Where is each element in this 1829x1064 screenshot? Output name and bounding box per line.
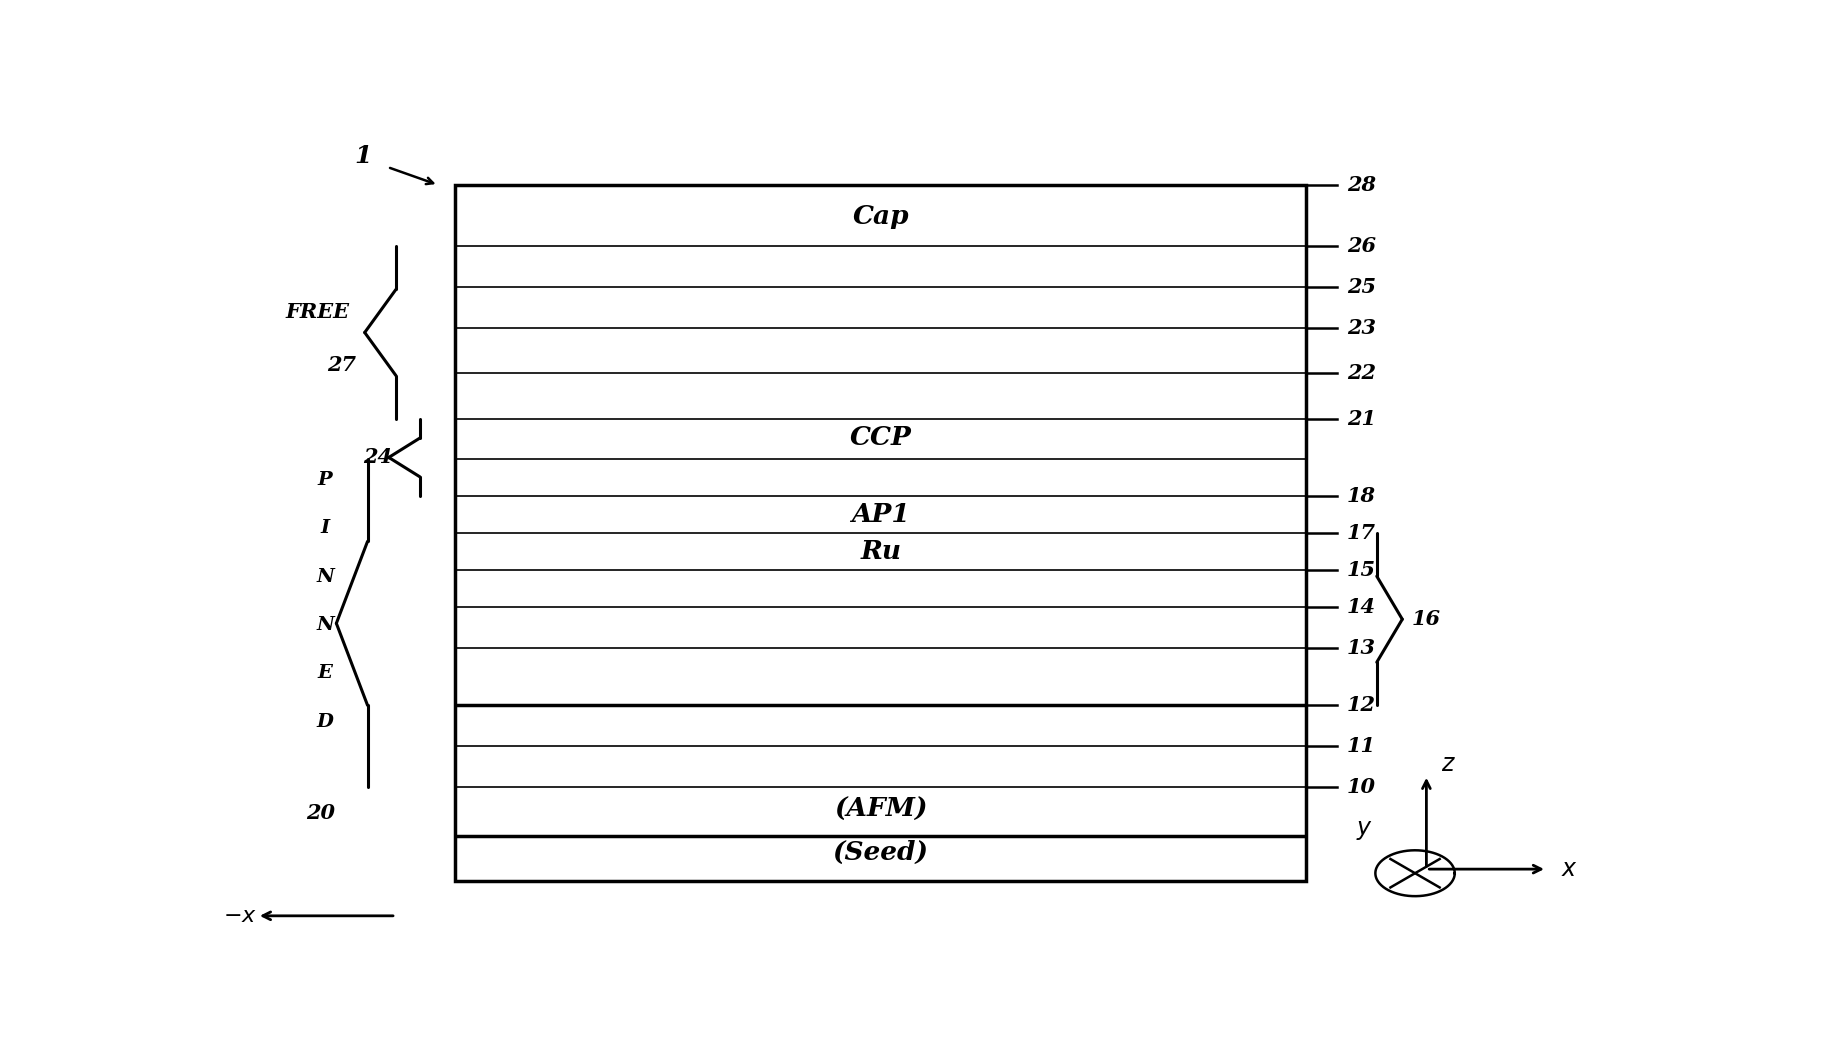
Text: E: E: [318, 664, 333, 682]
Text: 21: 21: [1346, 409, 1375, 429]
Text: 14: 14: [1346, 597, 1375, 617]
Text: D: D: [316, 713, 333, 731]
Text: 22: 22: [1346, 364, 1375, 383]
Text: AP1: AP1: [850, 502, 911, 527]
Text: 18: 18: [1346, 486, 1375, 506]
Text: I: I: [320, 519, 329, 537]
Text: 15: 15: [1346, 560, 1375, 580]
Text: 25: 25: [1346, 278, 1375, 298]
Text: P: P: [318, 471, 333, 489]
Text: Ru: Ru: [860, 538, 902, 564]
Text: 27: 27: [327, 355, 357, 376]
Text: (AFM): (AFM): [834, 797, 927, 821]
Text: N: N: [316, 616, 335, 634]
Text: FREE: FREE: [285, 302, 349, 322]
Text: 13: 13: [1346, 638, 1375, 658]
Text: 28: 28: [1346, 176, 1375, 195]
Text: 12: 12: [1346, 695, 1375, 715]
Text: $z$: $z$: [1441, 752, 1456, 777]
Text: 10: 10: [1346, 777, 1375, 797]
Text: N: N: [316, 568, 335, 585]
Text: 23: 23: [1346, 318, 1375, 338]
Text: 1: 1: [355, 145, 371, 168]
Text: 20: 20: [305, 803, 335, 824]
Text: 24: 24: [362, 448, 391, 467]
Text: 17: 17: [1346, 523, 1375, 544]
Text: $-x$: $-x$: [223, 904, 256, 927]
Text: 16: 16: [1412, 610, 1441, 629]
Text: $x$: $x$: [1560, 858, 1578, 881]
Text: CCP: CCP: [850, 425, 911, 450]
Text: Cap: Cap: [852, 203, 909, 229]
Bar: [455, 185, 1306, 881]
Text: $y$: $y$: [1355, 818, 1372, 842]
Text: 11: 11: [1346, 736, 1375, 757]
Text: (Seed): (Seed): [832, 839, 929, 864]
Text: 26: 26: [1346, 236, 1375, 256]
